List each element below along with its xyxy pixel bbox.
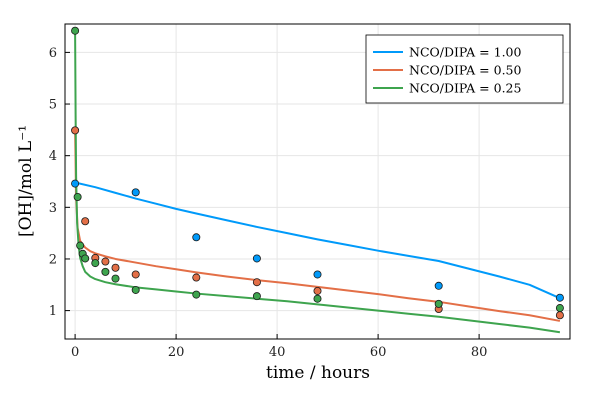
- data-point-series-2: [192, 273, 201, 282]
- data-point-series-3: [81, 254, 90, 263]
- fit-curve-series-1: [74, 181, 561, 300]
- axis-ticks: 0 20 40 60 80 1 2 3 4 5 6: [49, 46, 488, 360]
- x-axis-label: time / hours: [266, 363, 370, 383]
- y-tick-label: 2: [49, 252, 57, 267]
- legend-label: NCO/DIPA = 1.00: [409, 45, 522, 60]
- data-point-series-3: [434, 299, 443, 308]
- data-point-series-1: [71, 179, 80, 188]
- data-point-series-2: [71, 126, 80, 135]
- data-point-series-1: [192, 233, 201, 242]
- data-point-series-3: [555, 304, 564, 313]
- legend-label: NCO/DIPA = 0.50: [409, 63, 522, 78]
- x-tick-label: 40: [269, 345, 286, 360]
- data-point-series-3: [111, 274, 120, 283]
- data-point-series-3: [192, 290, 201, 299]
- x-tick-label: 0: [71, 345, 79, 360]
- data-point-series-2: [131, 270, 140, 279]
- legend-label: NCO/DIPA = 0.25: [409, 81, 521, 96]
- x-tick-label: 80: [471, 345, 488, 360]
- grid: [65, 24, 570, 339]
- y-axis-label: [OH]/mol L⁻¹: [16, 125, 36, 237]
- y-tick-label: 1: [49, 304, 57, 319]
- data-point-series-1: [131, 188, 140, 197]
- y-tick-label: 3: [49, 201, 57, 216]
- data-point-series-2: [101, 257, 110, 266]
- data-point-series-3: [73, 192, 82, 201]
- data-point-series-1: [555, 293, 564, 302]
- data-point-series-1: [434, 281, 443, 290]
- data-point-series-3: [101, 267, 110, 276]
- data-point-series-3: [91, 259, 100, 268]
- x-tick-label: 60: [370, 345, 387, 360]
- y-tick-label: 4: [49, 149, 57, 164]
- data-point-series-2: [555, 311, 564, 320]
- plot-area-frame: [64, 23, 571, 340]
- data-point-series-2: [313, 286, 322, 295]
- y-tick-label: 6: [49, 46, 57, 61]
- data-point-series-2: [252, 278, 261, 287]
- data-point-series-1: [252, 254, 261, 263]
- legend: NCO/DIPA = 1.00 NCO/DIPA = 0.50 NCO/DIPA =…: [365, 34, 564, 104]
- data-point-series-2: [81, 217, 90, 226]
- data-point-series-1: [313, 270, 322, 279]
- data-point-series-3: [76, 241, 85, 250]
- data-point-series-3: [252, 292, 261, 301]
- data-point-series-3: [131, 285, 140, 294]
- y-tick-label: 5: [49, 98, 57, 113]
- data-point-series-3: [313, 294, 322, 303]
- x-tick-label: 20: [168, 345, 185, 360]
- data-points: [71, 26, 564, 320]
- data-point-series-2: [111, 263, 120, 272]
- data-point-series-3: [71, 26, 80, 35]
